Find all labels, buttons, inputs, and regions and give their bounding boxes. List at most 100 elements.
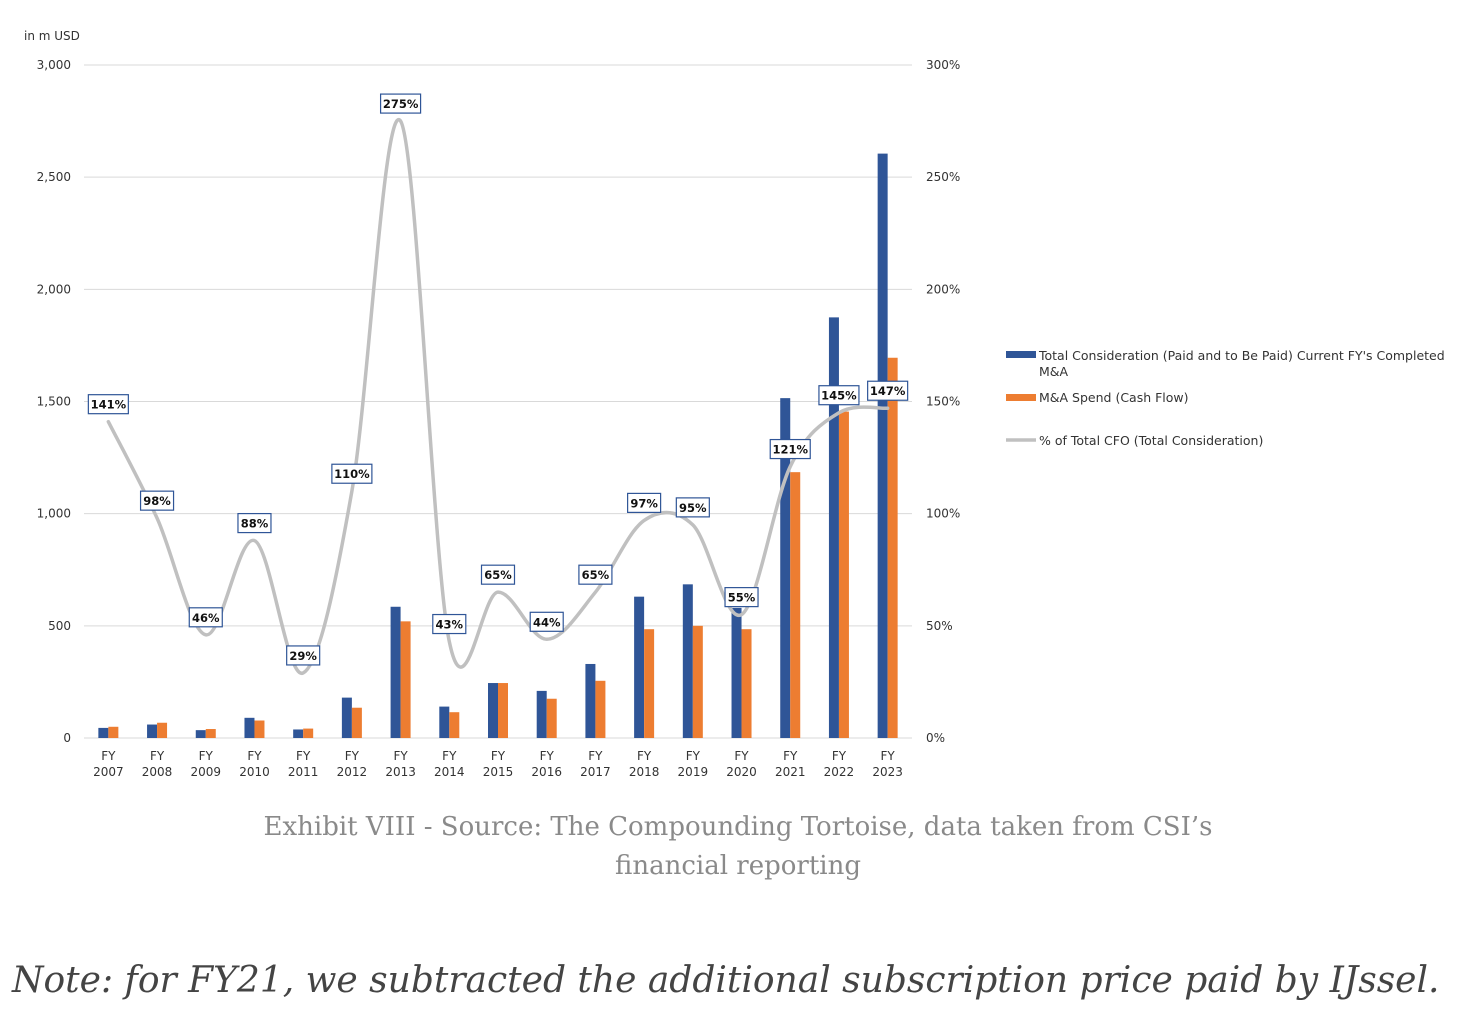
data-label-text: 65% [582,568,610,582]
bar-series [98,153,898,738]
bar-ma-spend [887,357,898,738]
legend-label-cfo: % of Total CFO (Total Consideration) [1039,433,1263,448]
data-label-text: 141% [91,398,127,412]
bar-ma-spend [351,707,362,738]
data-label-text: 147% [870,384,906,398]
data-label-box [867,380,909,401]
data-label: 46% [188,607,223,628]
bar-ma-spend [546,698,557,738]
line-series: 141% 98% 46% 88% 29% 110% 275% 43% 65% 44% 65% 97% 9… [87,93,909,675]
data-label: 65% [480,564,516,585]
data-label-text: 275% [383,97,419,111]
data-label-text: 44% [533,615,561,629]
y-axis-left: 0 500 1,000 1,500 2,000 2,500 3,000 [37,58,71,745]
data-label: 55% [724,587,759,608]
bar-ma-spend [254,720,265,738]
bar-ma-spend [303,728,314,738]
y-left-tick-label: 1,500 [37,395,71,409]
data-label-box [578,564,613,585]
bar-total-consideration [195,730,206,738]
bar-total-consideration [877,153,888,738]
x-tick-label: FY 2016 [531,749,562,779]
x-tick-label: FY 2009 [190,749,221,779]
y-left-tick-label: 1,000 [37,507,71,521]
y-right-tick-label: 300% [926,58,960,72]
x-tick-label: FY 2022 [824,749,855,779]
x-tick-label: FY 2023 [872,749,903,779]
bar-ma-spend [108,726,119,738]
bar-total-consideration [780,398,791,738]
x-tick-label: FY 2021 [775,749,806,779]
data-label-box [724,587,759,608]
x-tick-label: FY 2010 [239,749,270,779]
data-label-box [818,385,860,406]
data-label-box [480,564,516,585]
legend-label-ma-spend: M&A Spend (Cash Flow) [1039,390,1189,405]
y-right-tick-label: 150% [926,395,960,409]
data-label: 44% [529,611,564,632]
bar-ma-spend [498,683,508,738]
x-tick-label: FY 2007 [93,749,124,779]
data-label: 145% [818,385,860,406]
x-tick-label: FY 2011 [288,749,319,779]
bar-total-consideration [293,729,304,738]
x-tick-label: FY 2013 [385,749,416,779]
bar-total-consideration [731,607,742,738]
x-tick-label: FY 2018 [629,749,660,779]
bar-total-consideration [390,606,401,738]
data-label-box [237,512,272,534]
legend: Total Consideration (Paid and to Be Paid… [1006,348,1445,448]
data-label-text: 43% [436,618,464,632]
y-left-tick-label: 0 [63,731,71,745]
caption-line-1: Exhibit VIII - Source: The Compounding T… [263,812,1213,842]
y-right-tick-label: 0% [926,731,945,745]
legend-swatch-total-consideration [1006,351,1036,358]
data-label: 88% [237,512,272,534]
data-label-text: 97% [630,496,658,510]
data-label-box [87,394,129,415]
data-label-text: 55% [728,591,756,605]
x-tick-label: FY 2019 [678,749,709,779]
x-tick-label: FY 2015 [483,749,514,779]
bar-total-consideration [634,596,645,738]
bar-ma-spend [838,411,849,738]
data-label-box [188,607,223,628]
data-label-box [331,463,373,484]
bar-total-consideration [341,697,352,738]
bar-ma-spend [400,621,411,738]
data-label-text: 46% [192,611,220,625]
x-tick-label: FY 2014 [434,749,465,779]
y-right-tick-label: 250% [926,170,960,184]
y-left-tick-label: 3,000 [37,58,71,72]
bar-ma-spend [644,629,655,738]
bar-ma-spend [449,712,460,738]
data-label-box [627,492,662,513]
data-label: 121% [769,438,811,460]
data-label-text: 145% [821,389,857,403]
data-label-box [139,490,175,511]
data-label: 98% [139,490,175,511]
data-label-text: 95% [679,501,707,515]
y-axis-unit-label: in m USD [24,29,80,43]
data-label: 97% [627,492,662,513]
x-tick-label: FY 2020 [726,749,757,779]
data-label-box [675,497,710,518]
bar-total-consideration [439,706,450,738]
bar-ma-spend [790,472,801,738]
bar-ma-spend [595,680,606,738]
bar-ma-spend [157,722,168,738]
caption-line-2: financial reporting [615,851,861,881]
data-label-text: 65% [484,568,512,582]
data-label: 65% [578,564,613,585]
y-right-tick-label: 50% [926,619,953,633]
y-right-tick-label: 100% [926,507,960,521]
bar-total-consideration [585,663,596,738]
x-axis: FY 2007 FY 2008 FY 2009 FY 2010 FY 2011 FY 2012 FY 20… [93,749,903,779]
data-label-text: 29% [289,649,317,663]
data-label-box [529,611,564,632]
legend-swatch-ma-spend [1006,394,1036,401]
bar-ma-spend [692,625,703,738]
data-label: 29% [286,645,321,666]
data-label-box [286,645,321,666]
bar-total-consideration [682,584,693,738]
